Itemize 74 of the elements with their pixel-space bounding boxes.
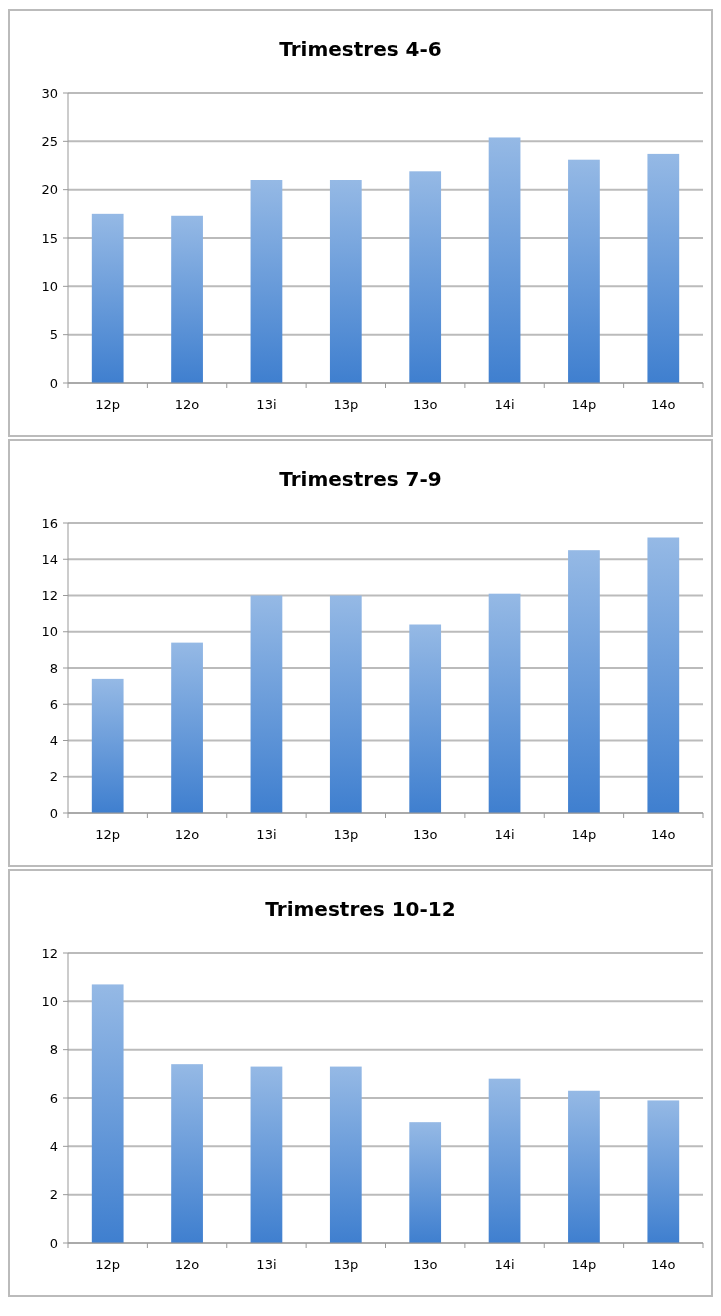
x-tick-label: 14o — [651, 1257, 676, 1272]
y-tick-label: 10 — [41, 993, 58, 1009]
y-tick-label: 0 — [49, 805, 58, 821]
x-tick-label: 13i — [256, 1257, 277, 1272]
bar — [250, 180, 283, 383]
y-tick-label: 10 — [41, 278, 58, 294]
y-tick-label: 20 — [41, 182, 58, 198]
bar — [91, 678, 124, 813]
x-tick-label: 12p — [95, 1257, 121, 1272]
x-tick-label: 14i — [494, 827, 515, 842]
bar — [409, 171, 442, 383]
x-tick-label: 14p — [571, 397, 597, 412]
x-tick-label: 13p — [333, 827, 359, 842]
bar — [329, 1066, 362, 1243]
x-tick-label: 14i — [494, 1257, 515, 1272]
x-tick-label: 14o — [651, 397, 676, 412]
bar — [409, 1122, 442, 1243]
chart-title: Trimestres 10-12 — [265, 897, 456, 921]
x-tick-label: 12o — [174, 1257, 200, 1272]
bar — [568, 159, 600, 383]
x-tick-label: 13o — [412, 827, 438, 842]
y-tick-label: 8 — [49, 1042, 58, 1058]
bar — [91, 984, 124, 1243]
bar — [488, 137, 521, 383]
bar — [250, 595, 283, 813]
bar — [329, 595, 362, 813]
bar — [171, 215, 203, 383]
y-tick-label: 30 — [41, 85, 58, 101]
y-tick-label: 10 — [41, 624, 58, 640]
x-tick-label: 12o — [174, 397, 200, 412]
bar — [568, 550, 600, 813]
y-tick-label: 2 — [49, 1187, 58, 1203]
y-tick-label: 6 — [49, 1090, 58, 1106]
x-tick-label: 14p — [571, 827, 597, 842]
chart-title: Trimestres 7-9 — [279, 467, 442, 491]
bar — [568, 1090, 600, 1243]
y-tick-label: 25 — [41, 133, 58, 149]
y-tick-label: 6 — [49, 696, 58, 712]
y-tick-label: 0 — [49, 1235, 58, 1251]
x-tick-label: 14i — [494, 397, 515, 412]
bar — [647, 153, 680, 383]
y-tick-label: 0 — [49, 375, 58, 391]
x-tick-label: 12p — [95, 397, 121, 412]
y-tick-label: 12 — [41, 945, 58, 961]
bar — [91, 213, 124, 383]
x-tick-label: 14o — [651, 827, 676, 842]
bar — [409, 624, 442, 813]
bar — [171, 1064, 203, 1243]
y-tick-label: 16 — [41, 515, 58, 531]
y-tick-label: 2 — [49, 769, 58, 785]
bar — [329, 180, 362, 383]
x-tick-label: 13p — [333, 1257, 359, 1272]
x-tick-label: 13o — [412, 1257, 438, 1272]
y-tick-label: 4 — [49, 733, 58, 749]
x-tick-label: 13p — [333, 397, 359, 412]
y-tick-label: 5 — [49, 327, 58, 343]
bar — [250, 1066, 283, 1243]
bar — [647, 537, 680, 813]
y-tick-label: 14 — [41, 551, 58, 567]
x-tick-label: 13i — [256, 397, 277, 412]
y-tick-label: 12 — [41, 588, 58, 604]
bar — [488, 1078, 521, 1243]
y-tick-label: 15 — [41, 230, 58, 246]
x-tick-label: 14p — [571, 1257, 597, 1272]
bar — [647, 1100, 680, 1243]
x-tick-label: 12p — [95, 827, 121, 842]
y-tick-label: 8 — [49, 660, 58, 676]
x-tick-label: 13o — [412, 397, 438, 412]
y-tick-label: 4 — [49, 1138, 58, 1154]
bar — [488, 593, 521, 813]
bar — [171, 642, 203, 813]
x-tick-label: 12o — [174, 827, 200, 842]
x-tick-label: 13i — [256, 827, 277, 842]
chart-title: Trimestres 4-6 — [279, 37, 442, 61]
